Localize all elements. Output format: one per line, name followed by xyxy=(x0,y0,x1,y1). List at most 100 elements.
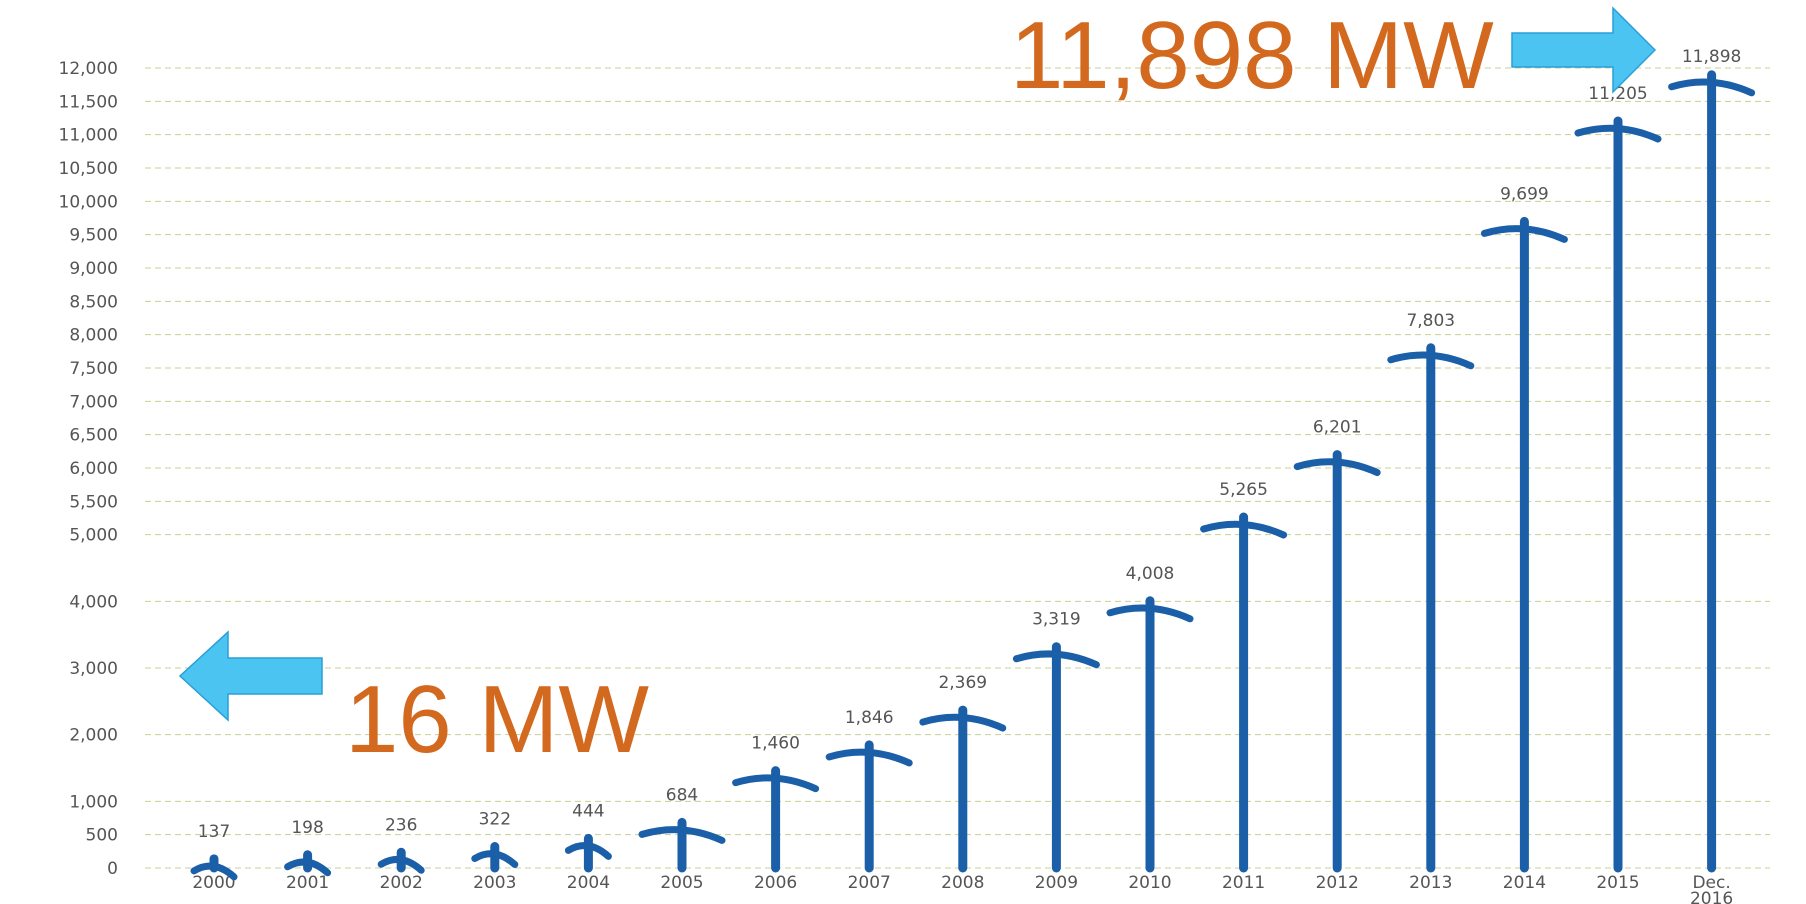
callout-top-text: 11,898 MW xyxy=(1010,2,1494,109)
y-tick-label: 7,500 xyxy=(69,359,118,379)
turbine-bar xyxy=(564,833,612,873)
turbine-blades xyxy=(471,850,519,869)
y-tick-label: 4,000 xyxy=(69,592,118,612)
x-tick-label: Dec. 2016 xyxy=(1690,873,1733,904)
x-tick-label: 2004 xyxy=(567,873,610,893)
x-tick-label: 2013 xyxy=(1409,873,1452,893)
value-label: 11,205 xyxy=(1588,84,1647,104)
callouts: 11,898 MW 16 MW xyxy=(178,2,1657,773)
value-label: 1,460 xyxy=(751,734,800,754)
y-tick-label: 5,000 xyxy=(69,526,118,546)
y-tick-label: 10,500 xyxy=(59,159,118,179)
turbine-blades xyxy=(1293,458,1381,477)
value-label: 11,898 xyxy=(1682,47,1741,67)
turbine-bar xyxy=(1200,512,1288,873)
turbine-blades xyxy=(564,842,612,860)
turbine-bar xyxy=(471,842,519,873)
turbine-bar xyxy=(732,766,820,873)
value-label: 5,265 xyxy=(1219,480,1268,500)
y-tick-label: 8,500 xyxy=(69,292,118,312)
left-arrow-icon xyxy=(178,630,323,722)
value-label: 137 xyxy=(198,822,230,842)
turbine-blades xyxy=(1480,225,1568,243)
turbine-bar xyxy=(1668,70,1756,873)
y-tick-label: 9,500 xyxy=(69,226,118,246)
turbine-bar xyxy=(825,740,913,873)
turbine-blades xyxy=(1012,650,1100,669)
turbine-blades xyxy=(825,748,913,767)
turbine-blades xyxy=(638,826,726,844)
y-tick-label: 3,000 xyxy=(69,659,118,679)
turbine-blades xyxy=(190,862,238,881)
value-label: 9,699 xyxy=(1500,184,1549,204)
y-axis-ticks: 0 500 1,000 2,000 3,000 4,000 5,000 5,500 6,000 6… xyxy=(59,59,118,879)
x-tick-label: 2015 xyxy=(1596,873,1639,893)
turbine-blades xyxy=(284,858,332,877)
y-tick-label: 11,000 xyxy=(59,126,118,146)
turbine-bar xyxy=(1480,216,1568,873)
value-label: 198 xyxy=(291,818,323,838)
turbine-blades xyxy=(1200,520,1288,539)
y-tick-label: 6,500 xyxy=(69,426,118,446)
turbine-blades xyxy=(732,774,820,793)
turbine-bar xyxy=(638,817,726,873)
y-tick-label: 10,000 xyxy=(59,192,118,212)
y-tick-label: 11,500 xyxy=(59,92,118,112)
y-tick-label: 5,500 xyxy=(69,492,118,512)
callout-bottom: 16 MW xyxy=(178,630,649,773)
value-label: 3,319 xyxy=(1032,610,1081,630)
value-label: 236 xyxy=(385,815,417,835)
turbine-blades xyxy=(377,855,425,874)
turbine-bar xyxy=(190,854,238,881)
value-label: 684 xyxy=(666,785,698,805)
value-label: 444 xyxy=(572,801,604,821)
turbine-bar xyxy=(1387,343,1475,873)
x-tick-label: 2003 xyxy=(473,873,516,893)
x-axis-ticks: 2000 2001 2002 2003 2004 2005 2006 2007 2008 2009… xyxy=(192,873,1733,904)
x-tick-label: 2008 xyxy=(941,873,984,893)
x-tick-label: 2014 xyxy=(1503,873,1546,893)
y-tick-label: 6,000 xyxy=(69,459,118,479)
x-tick-label: 2002 xyxy=(380,873,423,893)
x-tick-label: 2000 xyxy=(192,873,235,893)
x-tick-label: 2011 xyxy=(1222,873,1265,893)
x-tick-label: 2012 xyxy=(1316,873,1359,893)
turbine-blades xyxy=(1574,124,1662,143)
x-tick-label: 2005 xyxy=(660,873,703,893)
y-tick-label: 9,000 xyxy=(69,259,118,279)
y-tick-label: 2,000 xyxy=(69,726,118,746)
value-label: 2,369 xyxy=(938,673,987,693)
turbine-blades xyxy=(919,713,1007,732)
callout-bottom-text: 16 MW xyxy=(345,666,649,773)
x-tick-label: 2009 xyxy=(1035,873,1078,893)
value-label: 322 xyxy=(479,810,511,830)
value-label: 1,846 xyxy=(845,708,894,728)
turbine-blades xyxy=(1106,604,1194,623)
x-tick-label: 2010 xyxy=(1128,873,1171,893)
value-label: 4,008 xyxy=(1126,564,1175,584)
x-tick-label: 2001 xyxy=(286,873,329,893)
turbine-bars xyxy=(190,70,1756,881)
y-tick-label: 12,000 xyxy=(59,59,118,79)
callout-top: 11,898 MW xyxy=(1010,2,1657,109)
turbine-bar xyxy=(1012,642,1100,873)
y-tick-label: 8,000 xyxy=(69,326,118,346)
turbine-bar xyxy=(377,847,425,874)
y-tick-label: 0 xyxy=(107,859,118,879)
turbine-blades xyxy=(1387,351,1475,370)
turbine-bar xyxy=(1293,450,1381,873)
value-label: 7,803 xyxy=(1406,311,1455,331)
turbine-bar xyxy=(284,850,332,877)
turbine-bar xyxy=(1106,596,1194,873)
y-tick-label: 500 xyxy=(86,826,118,846)
value-label: 6,201 xyxy=(1313,418,1362,438)
value-labels: 137 198 236 322 444 684 1,460 1,846 2,369 3,319 4,… xyxy=(198,47,1742,842)
x-tick-label: 2006 xyxy=(754,873,797,893)
turbine-bar xyxy=(1574,116,1662,873)
grid-lines xyxy=(145,67,1770,869)
turbine-blades xyxy=(1668,78,1756,97)
y-tick-label: 7,000 xyxy=(69,392,118,412)
turbine-bar xyxy=(919,705,1007,873)
